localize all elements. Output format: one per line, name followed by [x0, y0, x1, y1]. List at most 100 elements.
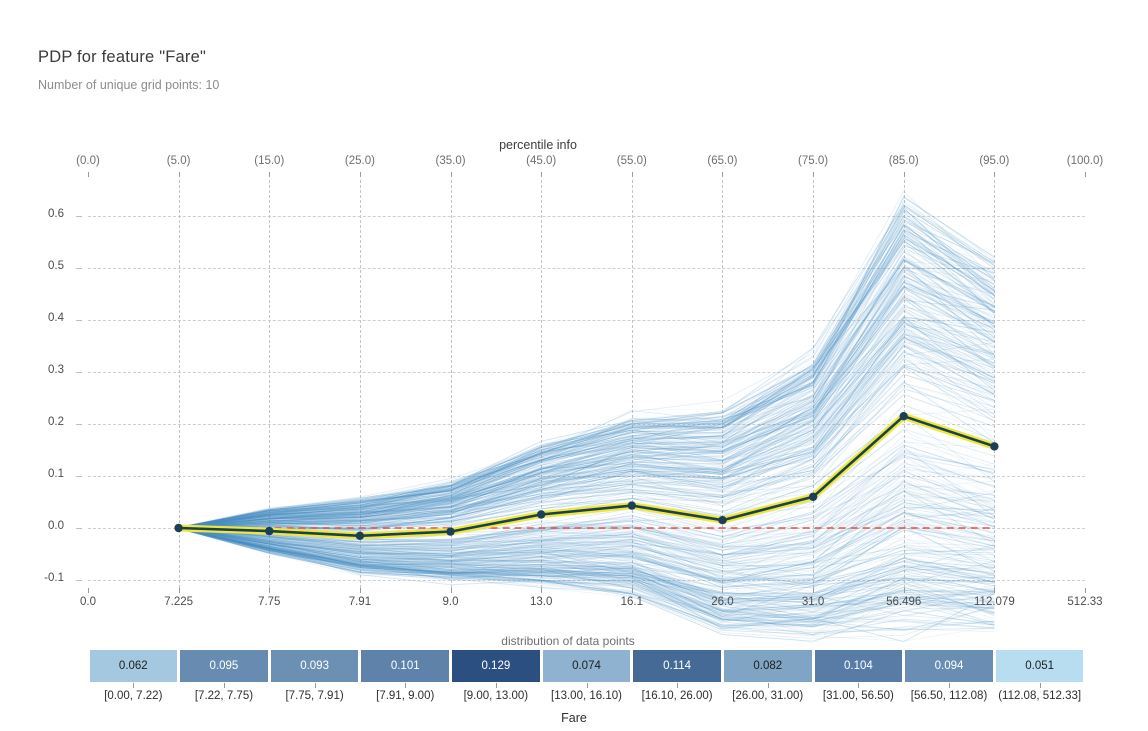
x-tick-label: 7.91 — [348, 596, 372, 608]
y-tick-mark — [76, 476, 82, 477]
gridline-horizontal — [88, 580, 1085, 581]
x-tick-mark — [813, 588, 815, 593]
gridline-horizontal — [88, 424, 1085, 425]
y-tick-label: 0.5 — [48, 260, 64, 272]
distribution-tick-mark — [1039, 683, 1041, 688]
x-tick-label: 16.1 — [620, 596, 643, 608]
distribution-bin-label: [13.00, 16.10) — [551, 690, 622, 702]
gridline-horizontal — [88, 476, 1085, 477]
distribution-tick-mark — [586, 683, 588, 688]
y-tick-mark — [76, 216, 82, 217]
percentile-tick-mark — [903, 172, 905, 177]
plot-background — [88, 180, 1085, 588]
distribution-cell: 0.062 — [89, 650, 178, 682]
percentile-tick-label: (75.0) — [798, 155, 829, 167]
percentile-tick-mark — [269, 172, 271, 177]
x-tick-label: 31.0 — [801, 596, 825, 608]
distribution-cell: 0.093 — [270, 650, 359, 682]
x-tick-mark — [178, 588, 180, 593]
x-tick-mark — [359, 588, 361, 593]
distribution-cell: 0.114 — [633, 650, 721, 682]
percentile-tick-label: (100.0) — [1066, 155, 1104, 167]
gridline-vertical — [450, 180, 452, 588]
x-tick-mark — [722, 588, 724, 593]
distribution-tick-mark — [677, 683, 679, 688]
percentile-tick-mark — [359, 172, 361, 177]
x-tick-label: 26.0 — [711, 596, 734, 608]
distribution-bin-label: [56.50, 112.08) — [910, 690, 988, 702]
y-tick-mark — [76, 528, 82, 529]
y-tick-label: 0.0 — [48, 520, 64, 532]
percentile-tick-mark — [722, 172, 724, 177]
percentile-tick-mark — [813, 172, 815, 177]
percentile-tick-label: (85.0) — [888, 155, 919, 167]
distribution-tick-mark — [858, 683, 860, 688]
gridline-horizontal — [88, 372, 1085, 373]
x-tick-label: 112.079 — [974, 596, 1015, 608]
x-tick-mark — [903, 588, 905, 593]
x-tick-label: 7.225 — [164, 596, 194, 608]
distribution-cell: 0.101 — [361, 650, 450, 682]
distribution-cell: 0.095 — [180, 650, 268, 682]
distribution-tick-mark — [495, 683, 497, 688]
percentile-tick-mark — [178, 172, 180, 177]
y-tick-label: 0.3 — [48, 364, 64, 376]
y-tick-mark — [76, 268, 82, 269]
percentile-tick-label: (65.0) — [707, 155, 738, 167]
gridline-vertical — [813, 180, 815, 588]
distribution-title: distribution of data points — [501, 634, 635, 648]
y-tick-mark — [76, 372, 82, 373]
x-axis-title: Fare — [561, 711, 587, 725]
distribution-cell: 0.129 — [452, 650, 540, 682]
distribution-tick-mark — [949, 683, 951, 688]
gridline-vertical — [359, 180, 361, 588]
percentile-tick-label: (25.0) — [344, 155, 375, 167]
percentile-tick-mark — [541, 172, 543, 177]
gridline-horizontal — [88, 268, 1085, 269]
percentile-tick-label: (45.0) — [526, 155, 557, 167]
distribution-bin-label: [31.00, 56.50) — [822, 690, 894, 702]
gridline-horizontal — [88, 216, 1085, 217]
distribution-bin-label: [9.00, 13.00) — [463, 690, 529, 702]
distribution-tick-mark — [133, 683, 135, 688]
distribution-bin-label: (112.08, 512.33] — [998, 690, 1082, 702]
distribution-bin-label: [7.91, 9.00) — [376, 690, 435, 702]
y-tick-label: -0.1 — [44, 572, 64, 584]
y-tick-mark — [76, 424, 82, 425]
x-tick-label: 512.33 — [1067, 596, 1103, 608]
percentile-tick-label: (35.0) — [435, 155, 466, 167]
x-tick-mark — [450, 588, 452, 593]
gridline-vertical — [269, 180, 271, 588]
percentile-info-title: percentile info — [499, 138, 577, 152]
y-tick-label: 0.2 — [48, 416, 64, 428]
distribution-tick-mark — [405, 683, 407, 688]
gridline-vertical — [903, 180, 905, 588]
distribution-tick-mark — [314, 683, 316, 688]
percentile-tick-mark — [450, 172, 452, 177]
percentile-tick-label: (15.0) — [254, 155, 285, 167]
x-tick-label: 7.75 — [258, 596, 281, 608]
x-tick-label: 56.496 — [886, 596, 922, 608]
gridline-horizontal — [88, 320, 1085, 321]
page-subtitle: Number of unique grid points: 10 — [38, 78, 220, 92]
distribution-strip: 0.062 0.095 0.093 0.101 0.129 0.074 0.114 0.082… — [88, 650, 1085, 682]
y-tick-label: 0.4 — [48, 312, 64, 324]
x-tick-label: 13.0 — [529, 596, 553, 608]
gridline-horizontal — [88, 528, 1085, 529]
percentile-tick-mark — [994, 172, 996, 177]
percentile-tick-mark — [88, 172, 89, 177]
x-tick-label: 9.0 — [442, 596, 459, 608]
distribution-cell: 0.082 — [723, 650, 812, 682]
gridline-vertical — [541, 180, 543, 588]
gridline-vertical — [178, 180, 180, 588]
percentile-tick-label: (55.0) — [616, 155, 647, 167]
distribution-tick-mark — [223, 683, 225, 688]
y-tick-label: 0.1 — [48, 468, 64, 480]
distribution-cell: 0.074 — [542, 650, 631, 682]
x-tick-mark — [269, 588, 271, 593]
distribution-bin-label: [0.00, 7.22) — [104, 690, 163, 702]
x-tick-mark — [1085, 588, 1086, 593]
x-tick-mark — [88, 588, 89, 593]
y-tick-mark — [76, 320, 82, 321]
